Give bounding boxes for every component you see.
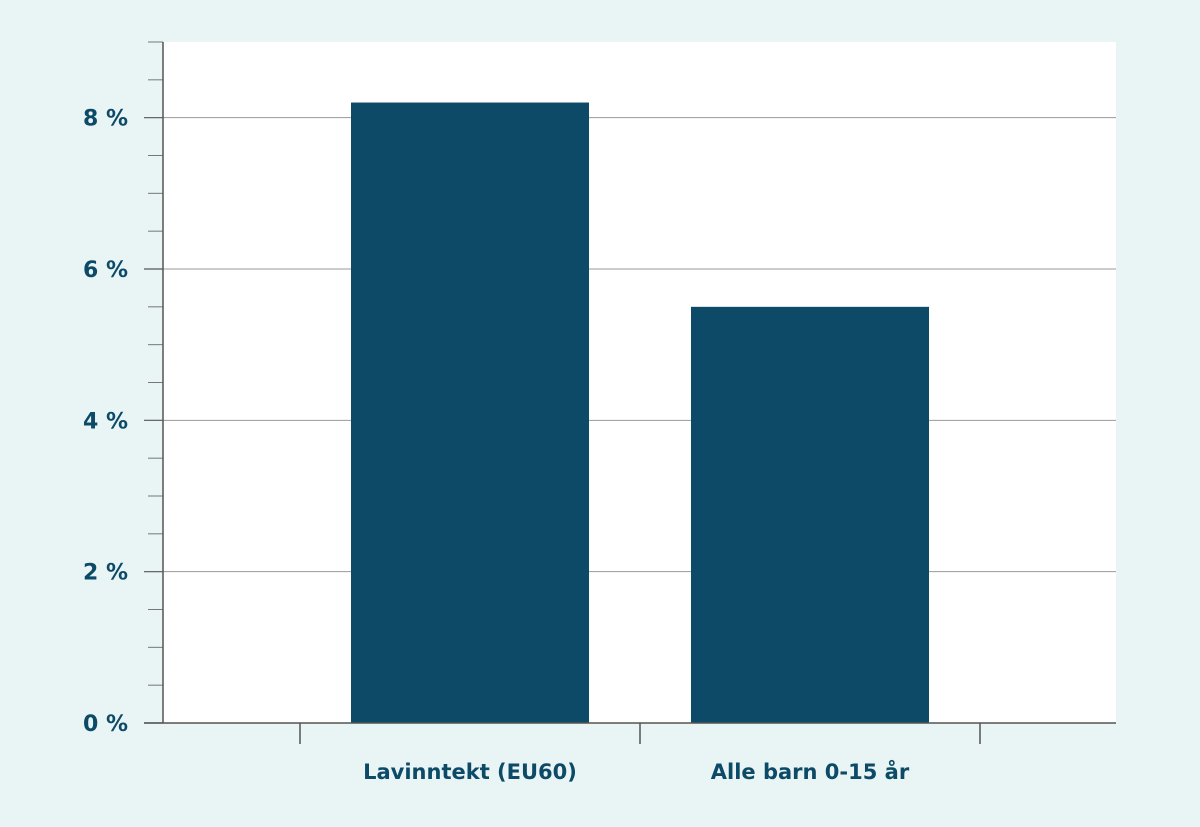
y-axis-tick-labels: 0 % 2 % 4 % 6 % 8 %: [83, 107, 128, 737]
y-tick-label: 6 %: [83, 258, 128, 283]
bar: [351, 102, 589, 724]
y-tick-label: 8 %: [83, 107, 128, 132]
axes: [144, 41, 1116, 744]
y-tick-label: 0 %: [83, 712, 128, 737]
bar: [691, 306, 929, 723]
y-tick-label: 2 %: [83, 561, 128, 586]
plot-background: [163, 42, 1116, 723]
y-tick-label: 4 %: [83, 409, 128, 434]
x-category-label: Alle barn 0-15 år: [711, 759, 910, 784]
x-category-label: Lavinntekt (EU60): [363, 760, 577, 784]
gridlines: [163, 117, 1116, 573]
bars: [351, 102, 929, 724]
x-axis-category-labels: Lavinntekt (EU60) Alle barn 0-15 år: [363, 759, 910, 784]
